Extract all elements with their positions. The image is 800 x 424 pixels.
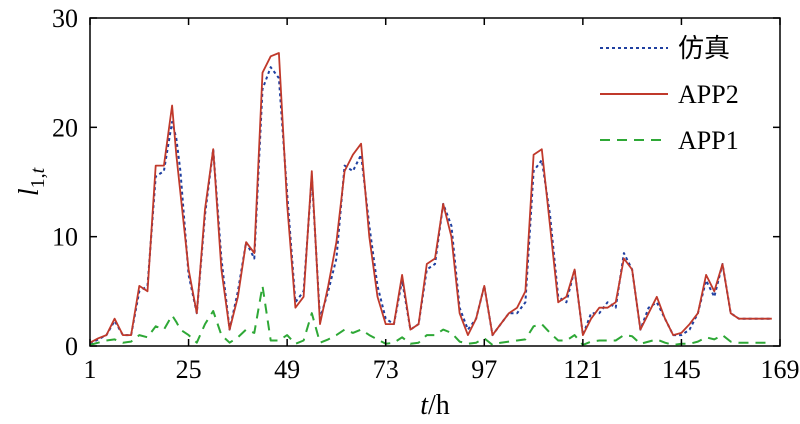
x-axis-label: t/h — [420, 390, 450, 421]
y-axis-label-main: l — [14, 188, 45, 196]
legend-label: APP1 — [678, 126, 739, 155]
y-tick-label: 20 — [52, 113, 78, 142]
axes-layer: 1 25 49 73 97 121 145 169 0 10 20 30 — [52, 4, 800, 384]
x-tick-label: 97 — [471, 355, 497, 384]
y-tick-label: 0 — [65, 332, 78, 361]
x-tick-label: 73 — [373, 355, 399, 384]
series-layer — [89, 52, 772, 346]
y-tick-label: 30 — [52, 4, 78, 33]
y-axis-label-sub-italic: t — [27, 167, 49, 173]
series-line-仿真 — [89, 66, 772, 345]
x-tick-label: 25 — [176, 355, 202, 384]
legend-label: 仿真 — [678, 34, 730, 63]
x-axis-label-var: t — [420, 390, 429, 421]
x-axis-label-unit: /h — [428, 390, 450, 421]
x-tick-label: 49 — [274, 355, 300, 384]
plot-area — [89, 17, 781, 347]
x-tick-label: 121 — [563, 355, 602, 384]
series-line-app2 — [89, 52, 772, 344]
plot-frame — [89, 17, 781, 347]
y-axis-label-sub: 1, — [27, 173, 49, 188]
legend: 仿真 APP2 APP1 — [600, 34, 739, 155]
x-tick-label: 145 — [662, 355, 701, 384]
x-tick-label: 169 — [761, 355, 800, 384]
series-line-app1 — [89, 284, 772, 346]
x-tick-label: 1 — [84, 355, 97, 384]
y-tick-label: 10 — [52, 223, 78, 252]
y-axis-label: l1,t — [14, 167, 49, 196]
legend-label: APP2 — [678, 80, 739, 109]
